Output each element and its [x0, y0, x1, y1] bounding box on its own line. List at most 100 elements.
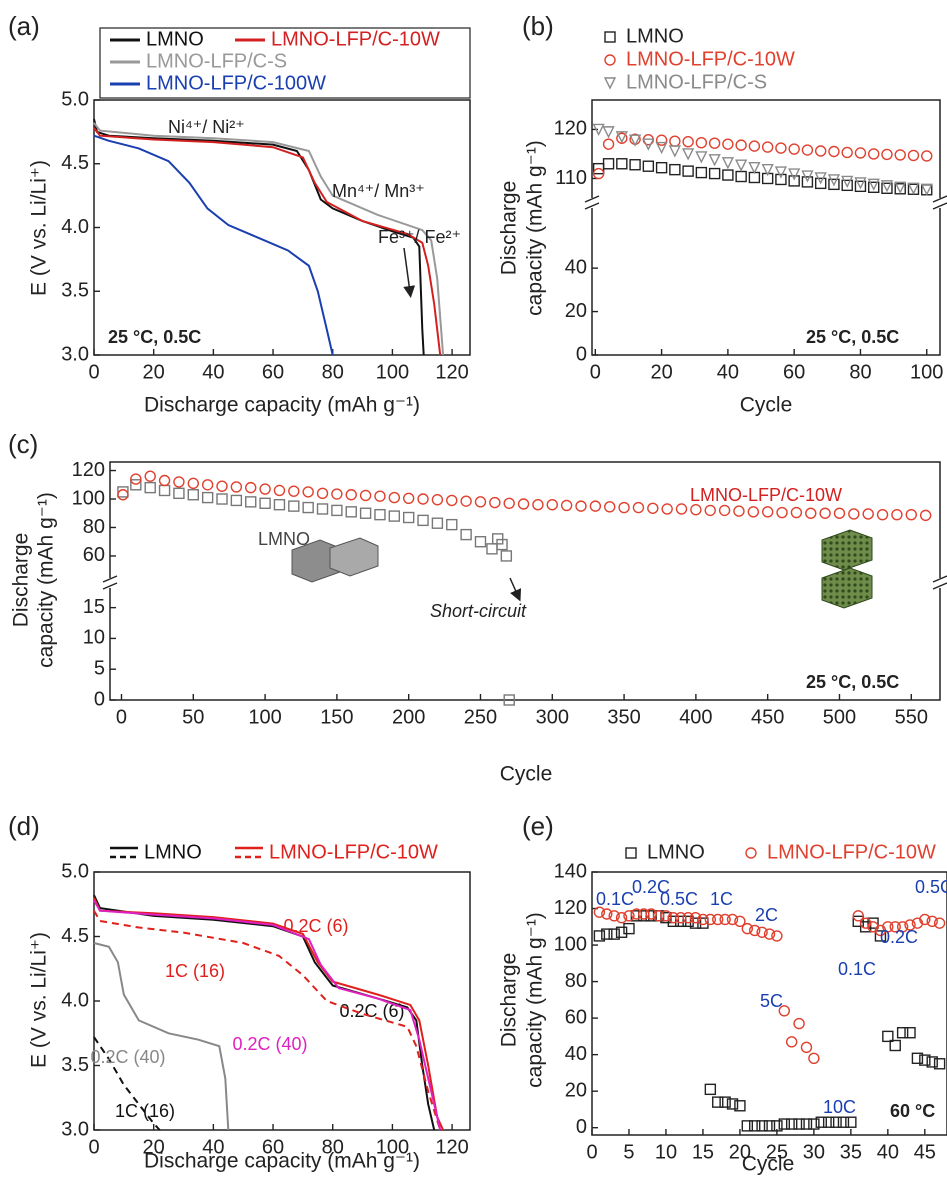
point — [638, 908, 650, 920]
point — [359, 507, 372, 519]
annotation: 0.1C — [838, 959, 876, 979]
point — [628, 134, 642, 147]
point — [144, 481, 156, 494]
x-tick-label: 0 — [590, 361, 601, 383]
point — [793, 1118, 805, 1130]
point — [726, 913, 739, 926]
point — [933, 917, 946, 929]
point — [862, 508, 874, 520]
point — [926, 915, 938, 928]
point — [695, 166, 708, 179]
point — [801, 176, 814, 188]
x-tick-label: 15 — [692, 1141, 714, 1163]
legend-label: LMNO-LFP/C-10W — [269, 841, 438, 863]
point — [675, 911, 687, 924]
x-tick-label: 450 — [751, 706, 784, 728]
point — [881, 148, 893, 161]
y-tick-label: 3.0 — [61, 343, 89, 365]
x-tick-label: 250 — [464, 706, 497, 728]
x-tick-label: 150 — [320, 706, 353, 728]
x-tick-label: 500 — [823, 706, 856, 728]
y-axis-label: E (V vs. Li/Li⁺) — [28, 932, 51, 1068]
x-tick-label: 60 — [262, 1136, 284, 1158]
x-tick-label: 40 — [717, 361, 739, 383]
point — [867, 178, 880, 191]
point — [642, 160, 655, 172]
point — [230, 481, 243, 493]
x-tick-label: 200 — [392, 706, 425, 728]
point — [245, 481, 257, 494]
annotation: 10C — [823, 1097, 856, 1117]
point — [589, 500, 602, 512]
point — [117, 486, 129, 498]
point — [747, 506, 760, 518]
point — [761, 163, 774, 177]
point — [446, 494, 458, 507]
axis-break — [932, 202, 947, 210]
legend-label: LMNO-LFP/C-100W — [146, 72, 326, 94]
y-tick-label: 40 — [565, 1043, 587, 1065]
y-tick-label: 120 — [554, 118, 587, 140]
x-tick-label: 20 — [650, 361, 672, 383]
point — [785, 1036, 798, 1048]
point — [734, 1100, 746, 1112]
arrow — [509, 577, 522, 602]
annotation: 25 °C, 0.5C — [806, 327, 899, 347]
point — [722, 138, 734, 150]
point — [874, 930, 887, 942]
point — [158, 484, 171, 497]
point — [615, 911, 628, 924]
x-tick-label: 120 — [435, 1136, 468, 1158]
point — [697, 913, 709, 926]
point — [608, 910, 620, 922]
point — [868, 148, 880, 160]
point — [496, 538, 508, 551]
point — [602, 126, 615, 139]
point — [749, 924, 761, 937]
point — [216, 493, 228, 505]
y-tick-label: 110 — [555, 167, 587, 189]
point — [926, 1056, 938, 1068]
point — [881, 182, 893, 194]
point — [708, 137, 721, 149]
point — [876, 508, 889, 521]
arrow — [403, 247, 416, 298]
x-tick-label: 60 — [262, 361, 284, 383]
point — [331, 504, 343, 517]
curve — [93, 899, 442, 1131]
y-tick-label: 4.5 — [61, 152, 89, 174]
crystal-lmno — [291, 537, 379, 583]
point — [655, 134, 668, 146]
x-tick-label: 80 — [322, 361, 344, 383]
point — [911, 1052, 924, 1064]
point — [919, 509, 932, 522]
point — [500, 550, 513, 562]
point — [933, 1058, 946, 1070]
point — [891, 508, 903, 521]
annotation: 0.2C — [880, 927, 918, 947]
point — [682, 165, 694, 177]
y-tick-label: 140 — [554, 860, 587, 882]
y-axis-label: Discharge — [498, 953, 521, 1048]
point — [904, 1027, 916, 1039]
annotation: 25 °C, 0.5C — [806, 672, 899, 692]
point — [460, 495, 472, 507]
point — [905, 508, 917, 521]
x-tick-label: 80 — [322, 1136, 344, 1158]
y-tick-label: 100 — [554, 933, 587, 955]
point — [805, 507, 817, 519]
point — [722, 169, 734, 181]
y-tick-label: 100 — [72, 487, 105, 509]
axis-break — [103, 578, 117, 588]
point — [800, 1118, 813, 1130]
x-axis-label: Cycle — [742, 1153, 795, 1176]
point — [841, 175, 854, 188]
point — [682, 135, 694, 148]
point — [575, 500, 587, 512]
point — [761, 506, 774, 518]
point — [288, 485, 300, 497]
y-tick-label: 4.0 — [61, 989, 89, 1011]
y-tick-label: 80 — [83, 516, 105, 538]
point — [907, 149, 920, 162]
point — [788, 143, 800, 155]
